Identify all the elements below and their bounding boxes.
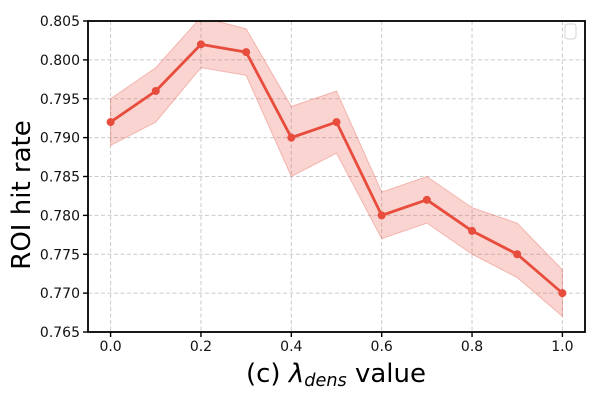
x-tick-label: 0.2 bbox=[190, 339, 212, 355]
data-point bbox=[196, 40, 205, 49]
legend-box bbox=[564, 23, 577, 40]
x-tick-label: 0.4 bbox=[280, 339, 302, 355]
x-tick-label: 0.6 bbox=[371, 339, 393, 355]
y-axis-label: ROI hit rate bbox=[7, 120, 37, 270]
data-point bbox=[377, 211, 386, 220]
data-point bbox=[422, 195, 431, 204]
x-axis-label: (c) λdens value bbox=[245, 359, 427, 390]
x-tick-label: 1.0 bbox=[551, 339, 573, 355]
y-tick-label: 0.775 bbox=[40, 247, 80, 263]
y-tick-label: 0.795 bbox=[40, 92, 80, 108]
y-tick-label: 0.780 bbox=[40, 208, 80, 224]
y-tick-label: 0.805 bbox=[40, 14, 80, 30]
lambda-symbol: λ bbox=[288, 359, 305, 389]
data-point bbox=[151, 86, 160, 95]
data-point bbox=[332, 118, 341, 127]
y-tick-label: 0.770 bbox=[40, 286, 80, 302]
data-point bbox=[513, 250, 522, 259]
data-point bbox=[558, 289, 567, 298]
y-tick-label: 0.765 bbox=[40, 325, 80, 341]
x-axis-label-prefix: (c) bbox=[245, 359, 289, 389]
y-tick-label: 0.790 bbox=[40, 131, 80, 147]
x-axis-label-suffix: value bbox=[346, 359, 427, 389]
y-tick-label: 0.800 bbox=[40, 53, 80, 69]
data-point bbox=[106, 118, 115, 127]
x-tick-label: 0.8 bbox=[461, 339, 483, 355]
data-point bbox=[287, 133, 296, 142]
y-tick-label: 0.785 bbox=[40, 170, 80, 186]
lambda-subscript: dens bbox=[304, 371, 347, 392]
x-tick-label: 0.0 bbox=[99, 339, 121, 355]
data-point bbox=[242, 48, 251, 57]
data-point bbox=[468, 226, 477, 235]
confidence-band bbox=[110, 21, 563, 318]
